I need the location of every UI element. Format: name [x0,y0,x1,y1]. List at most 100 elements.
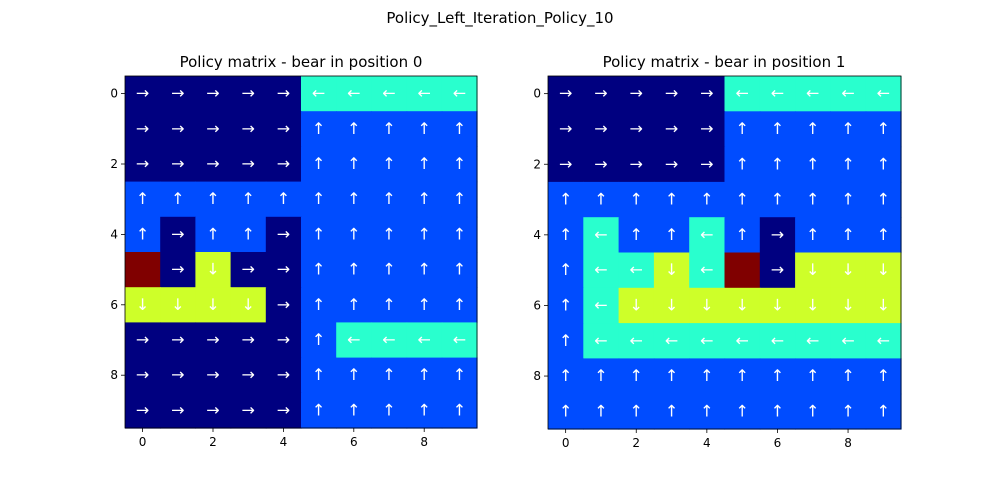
policy-arrow: ↑ [453,295,466,314]
heatmap-cell [618,393,655,430]
heatmap-cell [125,76,161,112]
x-tick-label: 2 [632,436,640,450]
policy-arrow: → [206,154,219,173]
policy-arrow: → [277,330,290,349]
x-tick-label: 4 [280,435,288,449]
heatmap-cell [371,287,408,323]
x-tick-label: 8 [844,436,852,450]
heatmap-cell [689,358,726,395]
policy-arrow: ↑ [735,225,748,244]
heatmap-cell [230,146,267,183]
policy-arrow: ↑ [665,225,678,244]
heatmap-cell [406,322,443,359]
heatmap-cell [371,146,408,183]
heatmap-cell [125,216,161,253]
heatmap-cell [583,76,620,112]
heatmap-cell [583,252,620,289]
policy-arrow: → [241,154,254,173]
heatmap-cell [548,323,584,359]
heatmap-cell [336,252,372,288]
x-tick-label: 6 [350,435,358,449]
policy-arrow: ← [735,84,748,103]
policy-arrow: ↑ [806,366,819,385]
y-tick-label: 0 [533,87,541,101]
policy-arrow: ↑ [806,401,819,420]
heatmap-cell [406,216,443,253]
heatmap-cell [301,287,337,323]
heatmap-cell [371,252,408,288]
policy-arrow: ↑ [559,260,572,279]
heatmap-cell [759,358,796,395]
heatmap-cell [795,287,831,324]
y-tick-label: 4 [533,228,541,242]
heatmap-cell [441,392,478,429]
heatmap-cell [759,76,796,112]
policy-arrow: → [277,400,290,419]
heatmap-cell [195,146,232,183]
heatmap-cell [371,216,408,253]
y-tick-label: 6 [110,298,118,312]
heatmap-cell [618,358,655,395]
heatmap-cell [689,287,726,324]
policy-arrow: ↑ [347,119,360,138]
policy-arrow: → [771,225,784,244]
heatmap-cell [406,146,443,183]
policy-arrow: ↑ [312,189,325,208]
heatmap-cell [265,146,302,183]
policy-arrow: ↑ [877,154,890,173]
policy-arrow: ↑ [559,366,572,385]
heatmap-cell [336,181,372,218]
policy-arrow: ↑ [171,189,184,208]
heatmap-cell [301,181,337,218]
policy-arrow: → [136,330,149,349]
policy-arrow: ↑ [347,295,360,314]
policy-arrow: → [136,400,149,419]
policy-arrow: ↑ [630,190,643,209]
policy-arrow: ↑ [771,401,784,420]
policy-arrow: ↑ [347,154,360,173]
heatmap-cell [336,392,372,429]
y-tick-label: 8 [533,369,541,383]
policy-arrow: ↓ [206,260,219,279]
policy-arrow: ↓ [877,260,890,279]
heatmap-cell [125,181,161,218]
policy-arrow: ↑ [700,190,713,209]
heatmap-cell [406,76,443,112]
policy-arrow: ↑ [877,366,890,385]
policy-arrow: ↑ [453,400,466,419]
heatmap-cell [865,393,902,430]
heatmap-cell [583,111,620,148]
policy-arrow: ↑ [136,224,149,243]
heatmap-cell [653,393,690,430]
heatmap-cell [301,357,337,394]
heatmap-cell [336,322,372,359]
heatmap-cell [301,76,337,112]
axes-frame [547,75,902,430]
heatmap-cell [160,392,196,429]
policy-arrow: → [630,119,643,138]
heatmap-cell [689,181,726,218]
heatmap-cell [265,357,302,394]
policy-arrow: ↑ [453,260,466,279]
policy-arrow: ↑ [277,189,290,208]
policy-arrow: → [277,260,290,279]
policy-arrow: ← [630,331,643,350]
heatmap-cell [795,252,831,289]
heatmap-cell [830,76,867,112]
policy-arrow: ← [453,330,466,349]
heatmap-cell [795,323,831,359]
policy-arrow: ↑ [559,225,572,244]
heatmap-cell [195,357,232,394]
heatmap-cell [795,181,831,218]
policy-arrow: → [594,119,607,138]
heatmap-cell [441,181,478,218]
policy-arrow: → [700,154,713,173]
heatmap-cell [230,76,267,112]
policy-arrow: → [171,119,184,138]
policy-arrow: ↑ [382,260,395,279]
heatmap-cell [371,357,408,394]
heatmap-cell [618,146,655,183]
policy-arrow: → [241,400,254,419]
policy-arrow: → [594,84,607,103]
